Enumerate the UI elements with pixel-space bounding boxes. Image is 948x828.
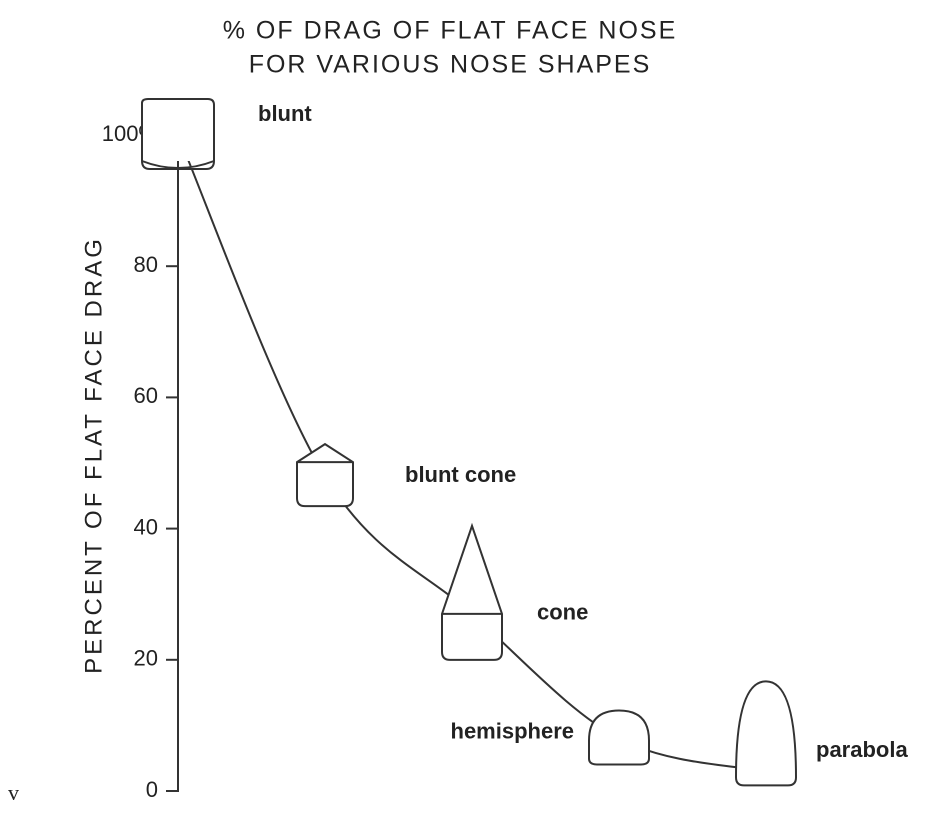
y-axis-title: PERCENT OF FLAT FACE DRAG	[80, 236, 107, 674]
shape-label: parabola	[816, 737, 908, 762]
nose-shape	[441, 522, 503, 661]
y-tick-label: 80	[134, 252, 158, 277]
shape-label: cone	[537, 600, 588, 625]
chart-title: % OF DRAG OF FLAT FACE NOSE	[223, 17, 678, 45]
shape-label: blunt cone	[405, 462, 516, 487]
drag-curve	[177, 134, 767, 773]
shape-label: blunt	[258, 101, 312, 126]
shape-label: hemisphere	[451, 718, 575, 743]
y-tick-label: 40	[134, 514, 158, 539]
y-tick-label: 60	[134, 383, 158, 408]
nose-shape	[296, 442, 354, 508]
nose-shape	[141, 98, 215, 170]
nose-shape	[588, 709, 650, 766]
annotation: v	[8, 780, 19, 805]
chart-title: FOR VARIOUS NOSE SHAPES	[249, 51, 652, 79]
y-tick-label: 0	[146, 777, 158, 802]
nose-shape	[734, 680, 798, 787]
y-tick-label: 20	[134, 646, 158, 671]
